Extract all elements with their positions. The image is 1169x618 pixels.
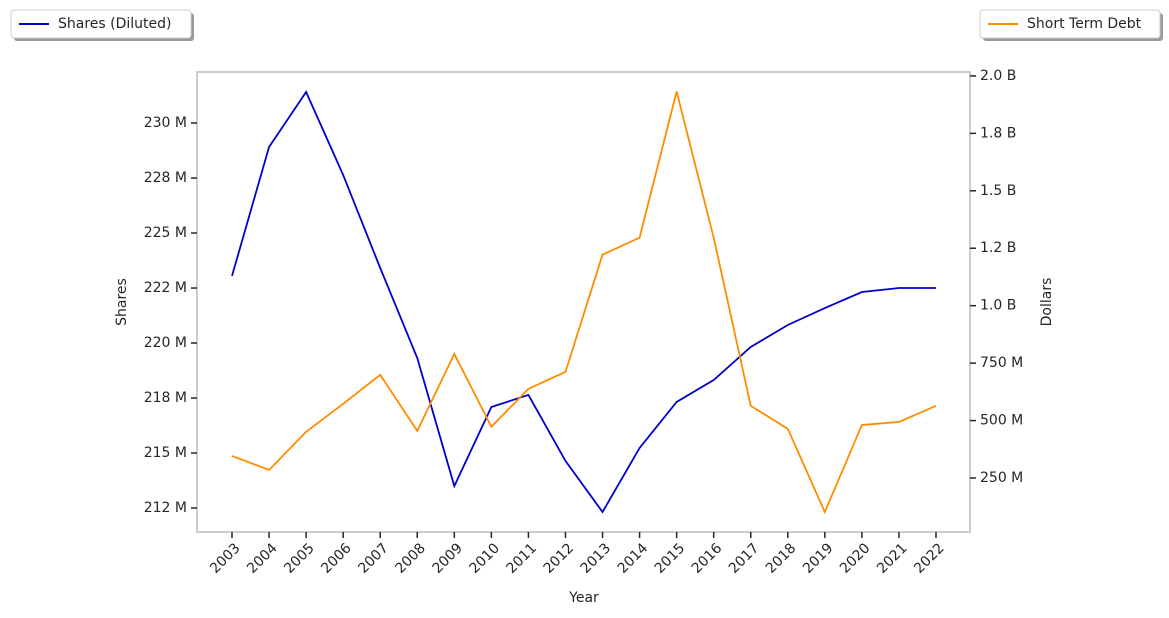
y-tick-label: 222 M [144, 280, 187, 296]
plot-frame [196, 71, 971, 533]
legend-box [979, 9, 1161, 39]
series-line [231, 90, 936, 514]
x-tick-label: 2014 [615, 540, 652, 577]
x-axis-label: Year [568, 590, 599, 606]
y2-tick-label: 2.0 B [980, 68, 1016, 84]
legend-label: Shares (Diluted) [58, 16, 172, 32]
y2-axis-label: Dollars [1039, 278, 1055, 327]
x-tick-label: 2012 [541, 540, 578, 577]
y2-tick-label: 500 M [980, 413, 1023, 429]
y2-tick-label: 250 M [980, 470, 1023, 486]
y-tick-label: 218 M [144, 390, 187, 406]
y2-tick-label: 1.5 B [980, 183, 1016, 199]
y2-tick-label: 1.2 B [980, 240, 1016, 256]
x-tick-label: 2017 [726, 540, 763, 577]
x-tick-label: 2022 [911, 540, 948, 577]
x-tick-label: 2010 [467, 540, 504, 577]
x-tick-label: 2019 [800, 540, 837, 577]
x-tick-label: 2007 [355, 540, 392, 577]
x-tick-label: 2011 [504, 540, 541, 577]
legend-box [10, 9, 192, 39]
x-tick-label: 2005 [281, 540, 318, 577]
y2-tick-label: 1.0 B [980, 298, 1016, 314]
x-tick-label: 2018 [763, 540, 800, 577]
series-line [231, 91, 937, 515]
x-tick-label: 2009 [429, 540, 466, 577]
y-tick-label: 228 M [144, 170, 187, 186]
y-tick-label: 215 M [144, 445, 187, 461]
y-tick-label: 220 M [144, 335, 187, 351]
y-tick-label: 230 M [144, 115, 187, 131]
y2-tick-label: 1.8 B [980, 125, 1016, 141]
x-tick-label: 2016 [689, 540, 726, 577]
y-axis-label: Shares [114, 278, 130, 326]
x-tick-label: 2015 [652, 540, 689, 577]
x-tick-label: 2021 [874, 540, 911, 577]
y2-tick-label: 750 M [980, 355, 1023, 371]
x-tick-label: 2013 [578, 540, 615, 577]
x-tick-label: 2003 [207, 540, 244, 577]
y-tick-label: 225 M [144, 225, 187, 241]
legend-label: Short Term Debt [1027, 16, 1142, 32]
x-tick-label: 2006 [318, 540, 355, 577]
y-tick-label: 212 M [144, 500, 187, 516]
x-tick-label: 2008 [392, 540, 429, 577]
x-tick-label: 2020 [837, 540, 874, 577]
x-tick-label: 2004 [244, 540, 281, 577]
